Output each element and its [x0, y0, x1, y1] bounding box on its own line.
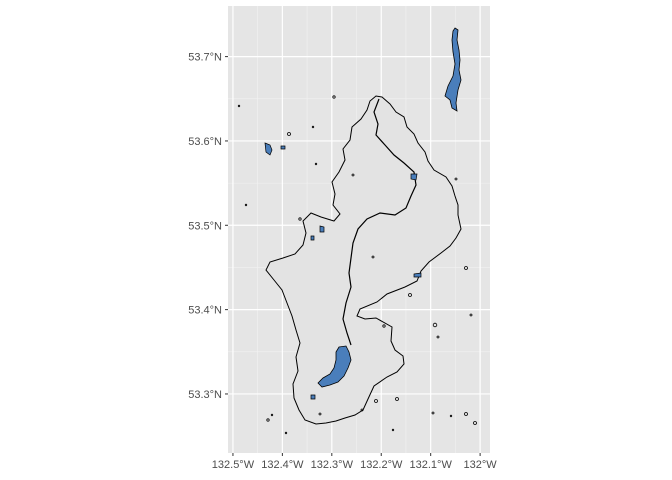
lake-east-small: [413, 272, 422, 278]
lake-west-small-2: [280, 145, 286, 150]
lake-south-main: [317, 345, 352, 388]
x-tick-label: 132.2°W: [360, 459, 403, 471]
axes: 132.5°W 132.4°W 132.3°W 132.2°W 132.1°W 132°W…: [188, 52, 497, 471]
x-tick-label: 132.1°W: [410, 459, 453, 471]
y-tick-label: 53.6°N: [188, 136, 222, 148]
lake-north-east: [444, 27, 462, 112]
small-ponds: [237, 95, 477, 435]
y-tick-label: 53.3°N: [188, 389, 222, 401]
x-tick-label: 132.4°W: [261, 459, 304, 471]
x-tick-label: 132.5°W: [212, 459, 255, 471]
subbasin-divide: [342, 98, 417, 346]
y-tick-label: 53.5°N: [188, 220, 222, 232]
lake-central-small: [319, 225, 325, 233]
map-features: [237, 27, 477, 435]
x-tick-label: 132.3°W: [311, 459, 354, 471]
x-tick-label: 132°W: [464, 459, 498, 471]
lake-south-small: [310, 394, 316, 400]
lake-west-small: [264, 142, 273, 156]
lake-central-small-2: [310, 235, 315, 241]
graticule: [228, 6, 490, 453]
y-tick-label: 53.7°N: [188, 52, 222, 64]
lake-north-small: [410, 173, 418, 181]
y-tick-label: 53.4°N: [188, 305, 222, 317]
